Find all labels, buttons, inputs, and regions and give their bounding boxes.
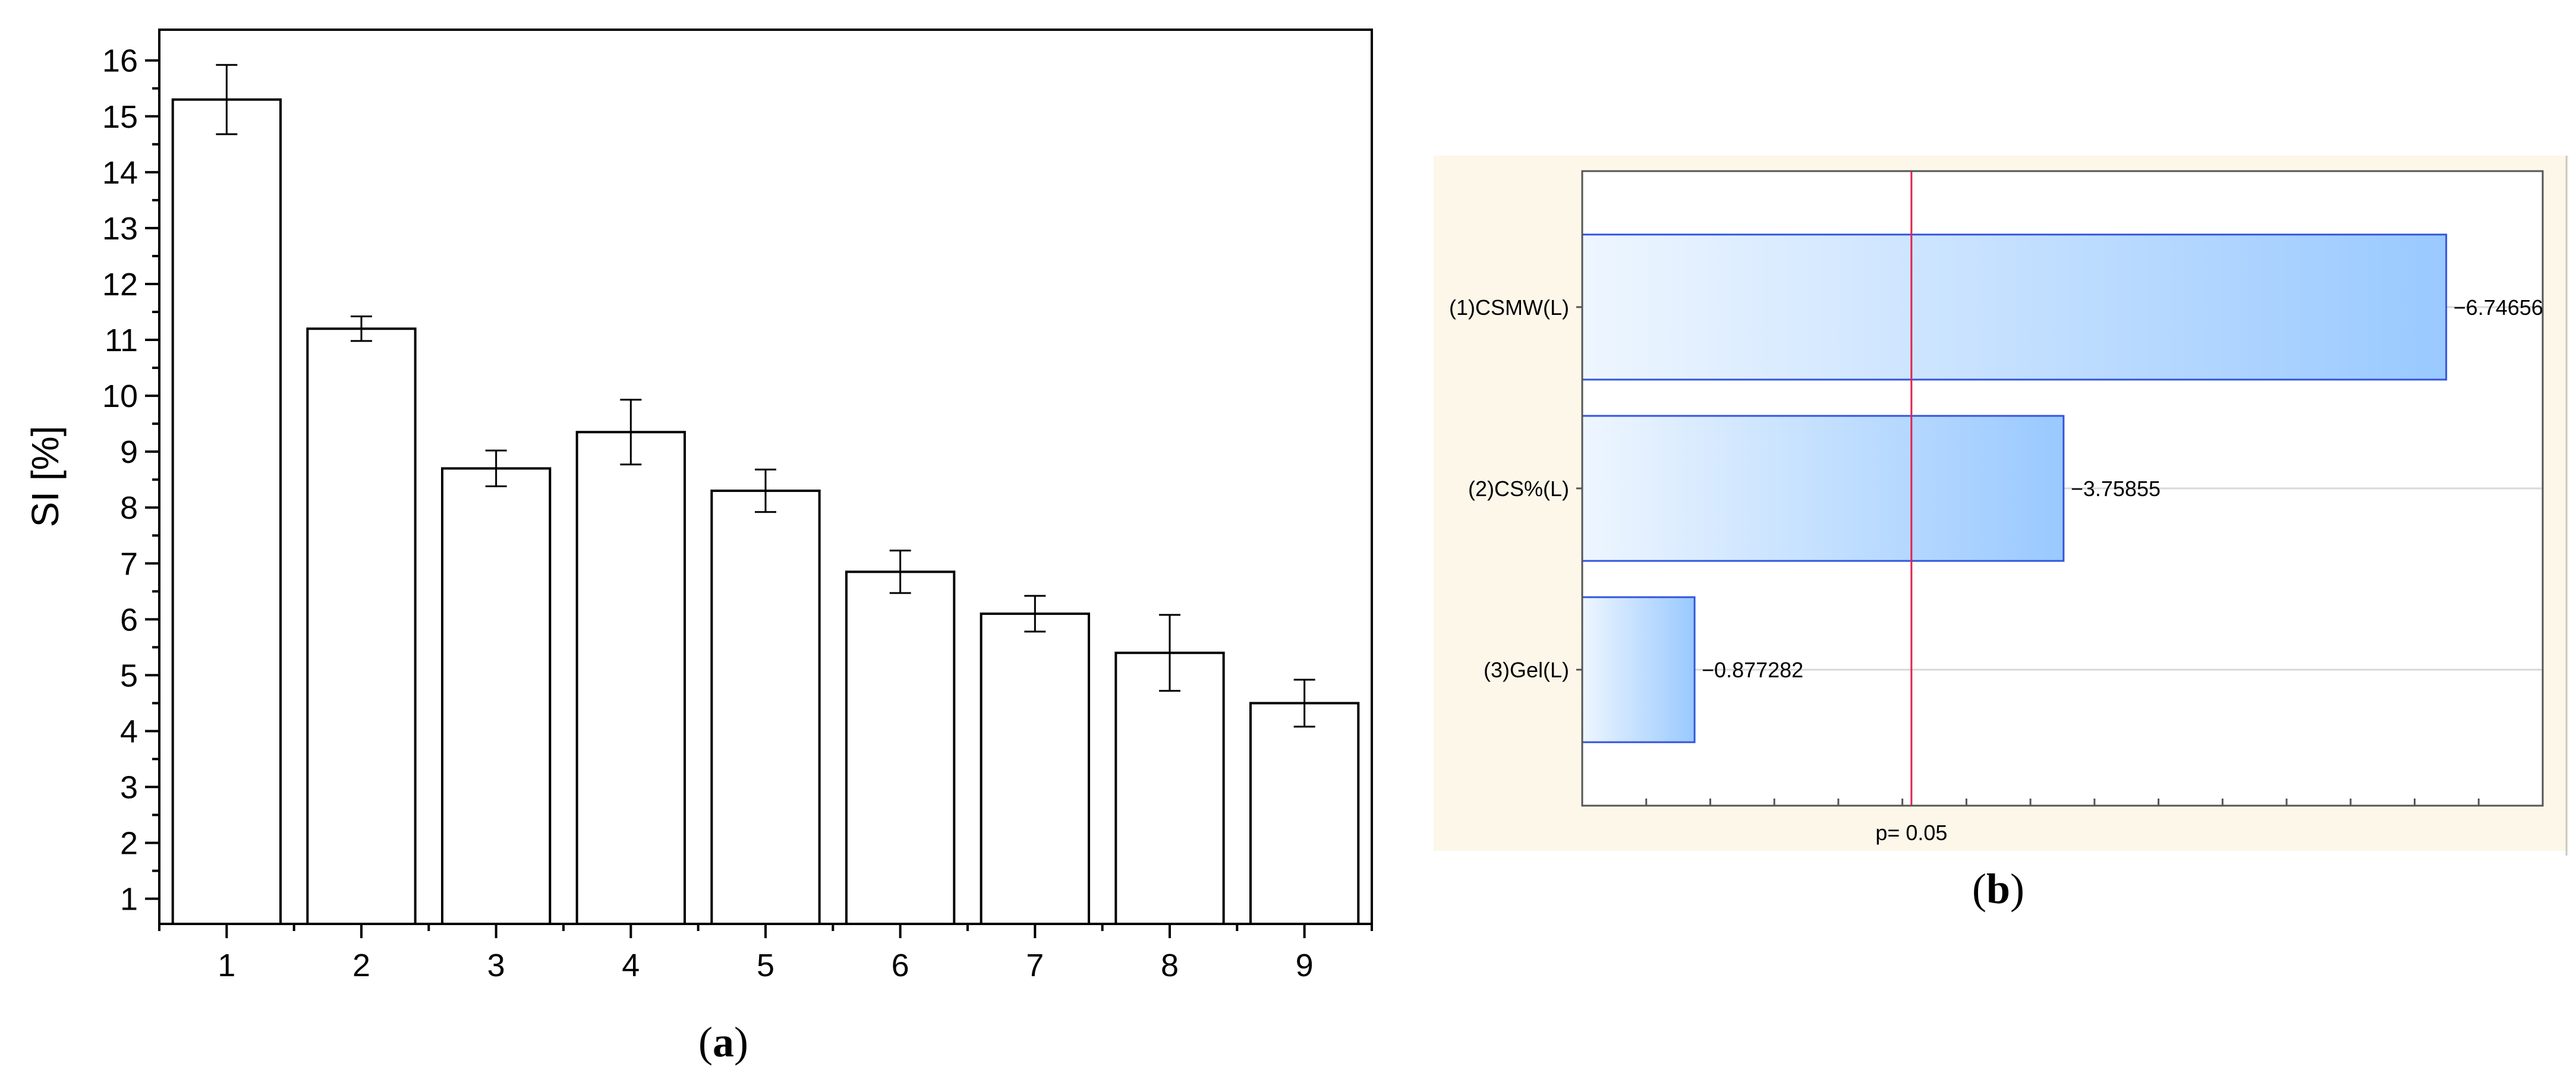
value-label-b: −0.877282 [1702,658,1803,682]
category-label-b: (3)Gel(L) [1484,658,1569,682]
x-axis-a: 1 2 3 4 5 6 7 8 9 [158,924,1373,983]
x-tick-label-a: 4 [622,948,640,983]
y-axis-b: (1)CSMW(L) (2)CS%(L) (3)Gel(L) [1449,295,1582,682]
bars-b [1581,233,2448,743]
x-axis-b [1581,799,2544,806]
value-label-b: −3.75855 [2071,477,2161,501]
bar-a [845,570,956,925]
category-label-b: (1)CSMW(L) [1449,295,1569,320]
y-tick-label-a: 10 [102,378,138,414]
x-tick-label-a: 7 [1026,948,1044,983]
y-tick-label-a: 3 [120,770,138,806]
bar-a [980,612,1090,925]
reference-line-label: p= 0.05 [1875,821,1947,845]
bar-b [1581,415,2065,562]
y-tick-label-a: 16 [102,43,138,79]
chart-b: (1)CSMW(L) (2)CS%(L) (3)Gel(L) −6.74656 −3.… [1434,156,2569,856]
bar-a [1114,651,1225,925]
panel-label-a: (a) [698,1018,748,1066]
panel-label-b: (b) [1972,865,2024,913]
bar-a [441,467,552,925]
y-tick-label-a: 11 [105,323,138,358]
bars-a [171,64,1360,925]
y-tick-label-a: 15 [102,99,138,135]
x-tick-label-a: 9 [1296,948,1314,983]
x-tick-label-a: 2 [352,948,370,983]
y-tick-label-a: 6 [120,602,138,638]
x-tick-label-a: 1 [218,948,235,983]
bar-a [710,490,821,925]
bar-a [1249,702,1360,925]
x-tick-label-a: 8 [1161,948,1179,983]
y-tick-label-a: 7 [120,546,138,582]
bar-a [171,98,282,925]
y-tick-label-a: 14 [102,155,138,191]
y-tick-label-a: 13 [102,211,138,247]
y-tick-label-a: 4 [120,714,138,749]
y-tick-label-a: 2 [120,826,138,862]
y-tick-label-a: 12 [102,267,138,302]
x-tick-label-a: 5 [757,948,774,983]
bar-b [1581,596,1696,743]
y-tick-label-a: 5 [120,658,138,693]
y-tick-label-a: 9 [120,434,138,470]
y-tick-label-a: 8 [120,490,138,526]
x-tick-label-a: 3 [487,948,505,983]
y-axis-label-a: SI [%] [24,426,67,528]
bar-a [306,327,417,925]
x-tick-label-a: 6 [892,948,909,983]
value-label-b: −6.74656 [2454,295,2543,320]
bar-b [1581,233,2448,381]
plot-frame-a [158,29,1373,925]
value-labels-b: −6.74656 −3.75855 −0.877282 [1702,295,2543,682]
category-label-b: (2)CS%(L) [1468,477,1569,501]
bar-a [575,431,686,925]
y-tick-label-a: 1 [120,882,138,917]
